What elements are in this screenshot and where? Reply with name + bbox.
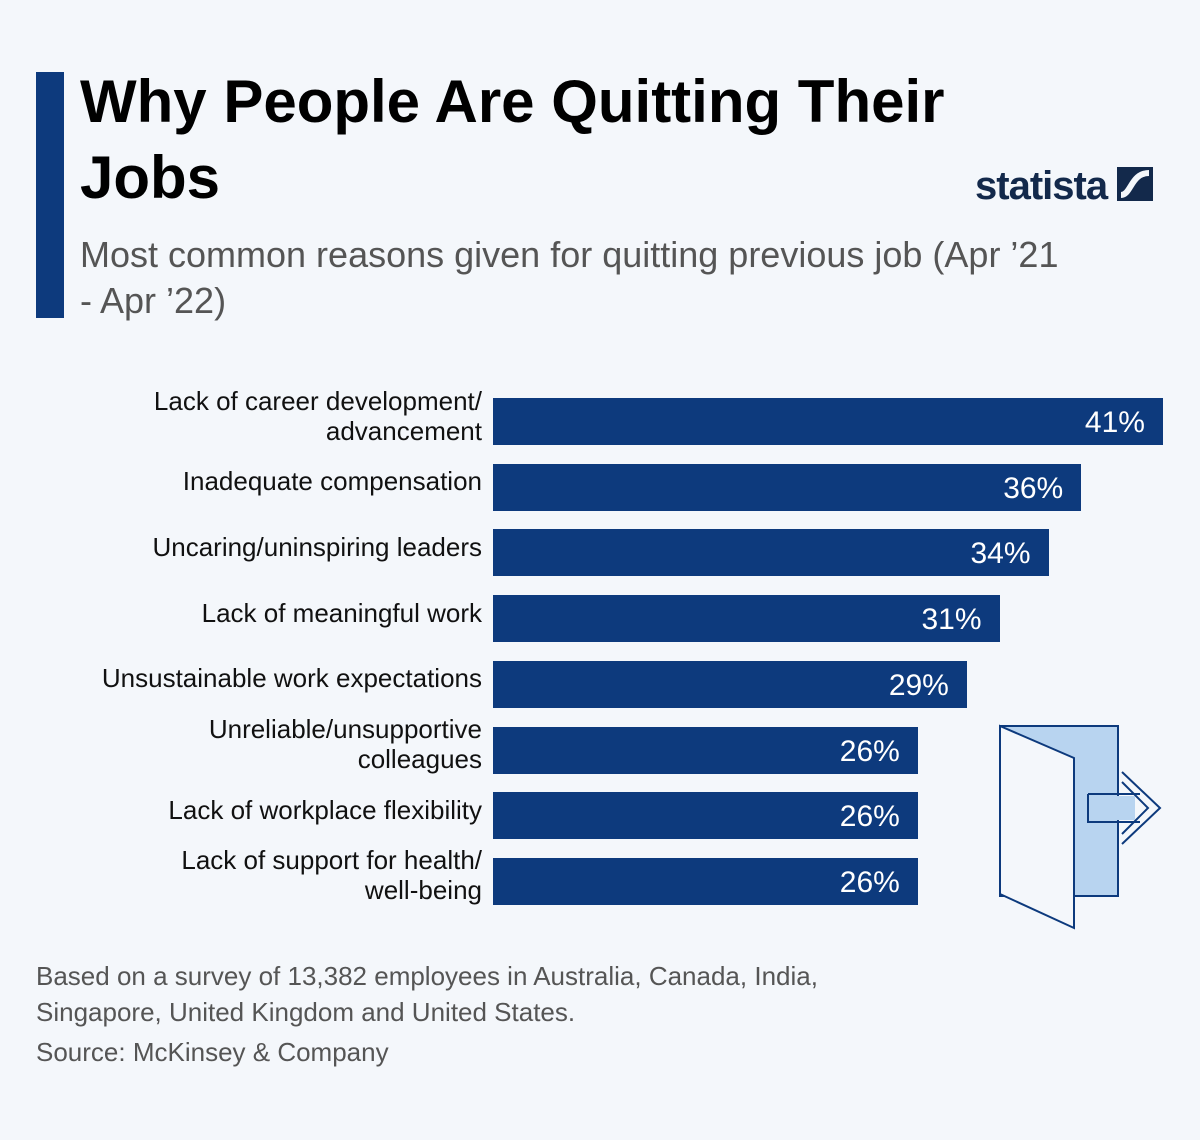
plot-area: Lack of career development/ advancement 4… — [101, 385, 1163, 906]
chart-subtitle: Most common reasons given for quitting p… — [80, 234, 1059, 321]
category-label: Unreliable/unsupportive colleagues — [208, 714, 482, 774]
value-label: 36% — [1003, 471, 1064, 505]
brand-icon — [1117, 167, 1154, 201]
value-label: 29% — [888, 668, 949, 702]
source: Source: McKinsey & Company — [36, 1037, 389, 1067]
value-label: 26% — [839, 734, 900, 768]
bar: 31% — [493, 595, 1000, 643]
bar: 41% — [493, 398, 1163, 445]
value-label: 26% — [839, 865, 900, 899]
brand-logo: statista — [975, 164, 1154, 209]
door-icon — [999, 724, 1162, 930]
category-label: Lack of career development/ advancement — [153, 385, 482, 446]
value-label: 34% — [970, 537, 1031, 571]
bar: 26% — [493, 726, 918, 774]
value-label: 31% — [921, 603, 982, 637]
bar: 34% — [493, 529, 1049, 577]
footnote: Based on a survey of 13,382 employees in… — [36, 961, 818, 1027]
category-label: Lack of support for health/ well-being — [181, 845, 482, 906]
category-label: Inadequate compensation — [182, 466, 482, 497]
category-label: Lack of meaningful work — [201, 597, 482, 628]
category-label: Unsustainable work expectations — [101, 663, 482, 694]
brand-text: statista — [975, 164, 1108, 208]
bar: 29% — [493, 660, 967, 708]
bar: 36% — [493, 463, 1082, 511]
bar: 26% — [493, 792, 918, 840]
value-label: 26% — [839, 800, 900, 834]
category-label: Uncaring/uninspiring leaders — [152, 531, 482, 562]
bar: 26% — [493, 857, 918, 905]
accent-bar — [36, 72, 64, 318]
chart-title: Why People Are Quitting Their Jobs — [80, 68, 945, 211]
value-label: 41% — [1084, 406, 1145, 439]
category-label: Lack of workplace flexibility — [168, 794, 482, 825]
